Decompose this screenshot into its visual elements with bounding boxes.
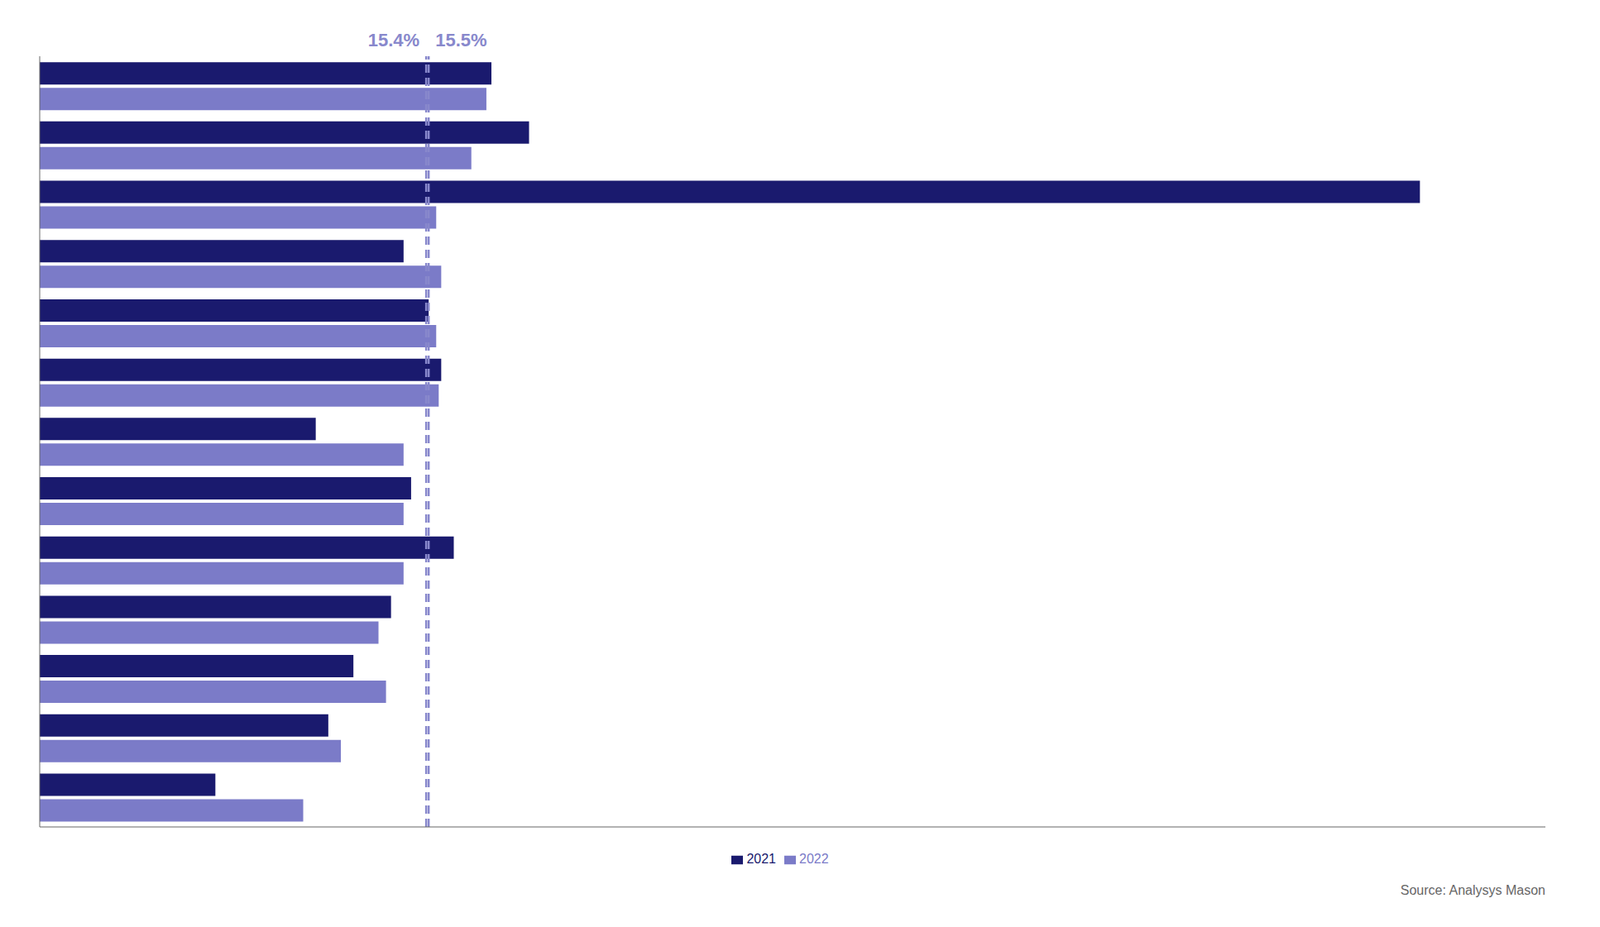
html-text:Source: Analysys Mason: Source: Analysys Mason: [1400, 883, 1546, 898]
html-text:2022: 2022: [799, 852, 829, 867]
svg-text:15.5%: 15.5%: [435, 29, 487, 51]
svg-text:15.4%: 15.4%: [368, 29, 420, 51]
html-text:2021: 2021: [746, 852, 777, 867]
